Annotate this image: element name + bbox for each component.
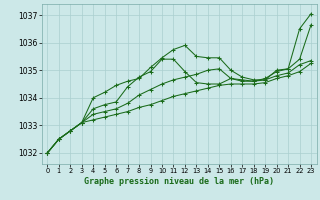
X-axis label: Graphe pression niveau de la mer (hPa): Graphe pression niveau de la mer (hPa) bbox=[84, 177, 274, 186]
